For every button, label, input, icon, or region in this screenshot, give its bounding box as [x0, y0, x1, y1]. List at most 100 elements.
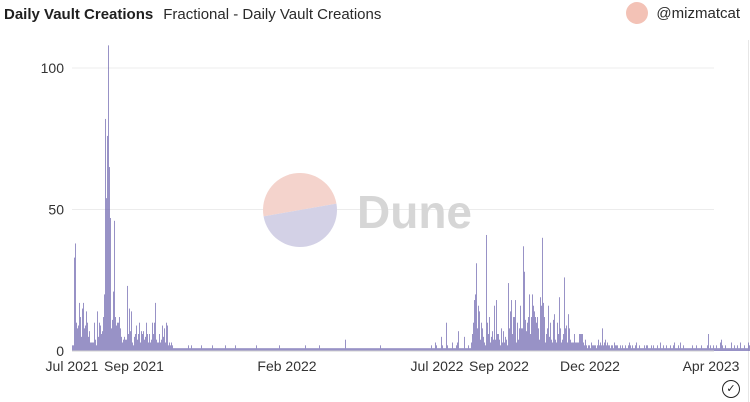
- bar: [262, 348, 263, 351]
- bar: [501, 328, 502, 351]
- bar: [214, 348, 215, 351]
- bar: [376, 348, 377, 351]
- username[interactable]: @mizmatcat: [656, 4, 740, 22]
- bar: [139, 322, 140, 351]
- bar: [522, 328, 523, 351]
- bar: [459, 348, 460, 351]
- check-circle-icon[interactable]: ✓: [722, 380, 740, 398]
- bar: [283, 348, 284, 351]
- bar: [680, 342, 681, 351]
- bar: [72, 345, 73, 351]
- bar: [605, 339, 606, 351]
- bar: [337, 348, 338, 351]
- bar: [269, 348, 270, 351]
- bar: [667, 348, 668, 351]
- bar: [634, 348, 635, 351]
- bar: [88, 336, 89, 351]
- bar: [527, 322, 528, 351]
- bar: [358, 348, 359, 351]
- bar: [544, 317, 545, 351]
- bar: [617, 345, 618, 351]
- bar: [227, 348, 228, 351]
- bar: [484, 342, 485, 351]
- bar: [604, 342, 605, 351]
- bar: [249, 348, 250, 351]
- user-badge[interactable]: @mizmatcat: [626, 2, 740, 24]
- bar: [355, 348, 356, 351]
- bar: [307, 348, 308, 351]
- bar: [452, 342, 453, 351]
- query-subtitle[interactable]: Fractional - Daily Vault Creations: [163, 5, 382, 23]
- bar: [651, 345, 652, 351]
- bar: [299, 348, 300, 351]
- bar: [149, 334, 150, 351]
- bar: [306, 348, 307, 351]
- bar: [226, 348, 227, 351]
- bar: [364, 348, 365, 351]
- bar: [621, 348, 622, 351]
- bar: [707, 345, 708, 351]
- bar: [529, 294, 530, 351]
- bar: [404, 348, 405, 351]
- bar: [534, 311, 535, 351]
- bar: [170, 345, 171, 351]
- bar: [695, 348, 696, 351]
- bar: [444, 348, 445, 351]
- bar: [420, 348, 421, 351]
- bar: [223, 348, 224, 351]
- bar: [655, 348, 656, 351]
- bar: [528, 317, 529, 351]
- bar: [321, 348, 322, 351]
- bar: [583, 342, 584, 351]
- bar: [521, 328, 522, 351]
- x-tick-label: Apr 2023: [683, 358, 740, 374]
- watermark-text: Dune: [357, 186, 472, 238]
- bar: [155, 302, 156, 351]
- bar: [114, 220, 115, 351]
- bar: [148, 342, 149, 351]
- bar: [504, 342, 505, 351]
- bar: [93, 342, 94, 351]
- bar: [722, 345, 723, 351]
- bar: [719, 348, 720, 351]
- bar: [105, 118, 106, 351]
- bar: [165, 342, 166, 351]
- bar: [650, 348, 651, 351]
- bar: [237, 348, 238, 351]
- bar: [430, 348, 431, 351]
- bar: [398, 348, 399, 351]
- bar: [448, 348, 449, 351]
- bar: [312, 348, 313, 351]
- bar: [738, 348, 739, 351]
- bar: [421, 348, 422, 351]
- bar: [553, 319, 554, 351]
- bar: [508, 283, 509, 351]
- bar: [350, 348, 351, 351]
- bar: [84, 328, 85, 351]
- bar: [92, 342, 93, 351]
- bar: [681, 348, 682, 351]
- bar: [259, 348, 260, 351]
- bar: [426, 348, 427, 351]
- bar: [222, 348, 223, 351]
- bar: [451, 348, 452, 351]
- bar: [384, 348, 385, 351]
- bar: [253, 348, 254, 351]
- bar: [445, 348, 446, 351]
- bar: [212, 345, 213, 351]
- bar: [434, 348, 435, 351]
- bar: [135, 334, 136, 351]
- bar: [260, 348, 261, 351]
- bar: [267, 348, 268, 351]
- bar: [717, 348, 718, 351]
- bar: [643, 348, 644, 351]
- bar: [607, 342, 608, 351]
- bar: [614, 342, 615, 351]
- bar: [654, 348, 655, 351]
- bar: [96, 345, 97, 351]
- bar: [512, 334, 513, 351]
- bar: [134, 336, 135, 351]
- bar: [715, 348, 716, 351]
- bar: [746, 348, 747, 351]
- bar: [423, 348, 424, 351]
